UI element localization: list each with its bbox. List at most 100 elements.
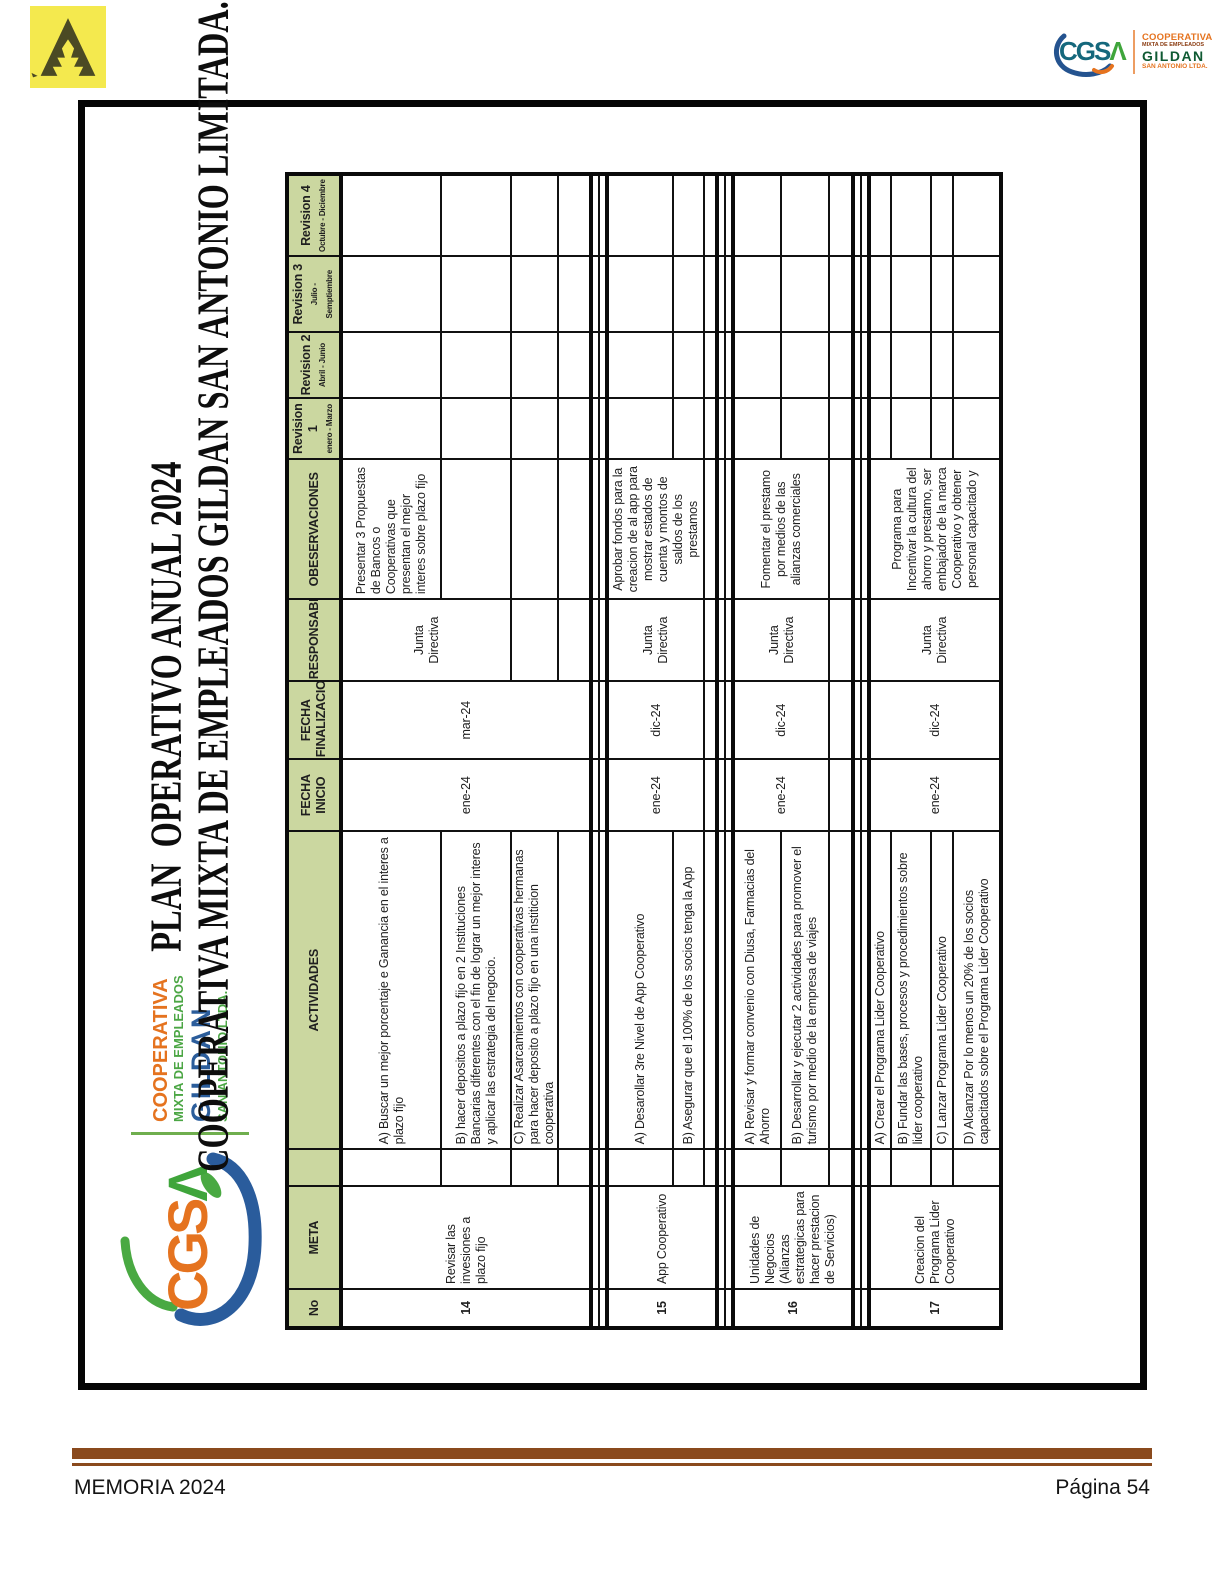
meta-cell: Revisar las invesiones a plazo fijo <box>341 1186 591 1289</box>
revision-cell <box>558 256 591 333</box>
responsable-cell <box>829 599 853 682</box>
activity-cell: A) Crear el Programa Lider Cooperativo <box>869 831 891 1150</box>
logo-line-mixta: MIXTA DE EMPLEADOS <box>1142 42 1205 49</box>
revision-cell <box>441 397 511 460</box>
spacer-row <box>725 174 733 1328</box>
header-actividades: ACTIVIDADES <box>287 831 341 1150</box>
spacer-row <box>861 174 869 1328</box>
row-no: 17 <box>869 1289 1001 1328</box>
activity-cell: C) Realizar Asarcamientos con cooperativ… <box>511 831 558 1150</box>
fecha-fin-cell: dic-24 <box>607 681 704 760</box>
activity-cell: B) hacer depositos a plazo fijo en 2 Ins… <box>441 831 511 1150</box>
activity-cell: D) Alcanzar Por lo menos un 20% de los s… <box>953 831 1001 1150</box>
observacion-cell: Aprobar fondos para la creacion de al ap… <box>607 459 704 600</box>
activity-cell: A) Buscar un mejor porcentaje e Ganancia… <box>341 831 441 1150</box>
cgsa-header-logo: CGSΛ COOPERATIVA MIXTA DE EMPLEADOS GILD… <box>1050 24 1212 80</box>
header-meta: META <box>287 1186 341 1289</box>
revision-cell <box>511 256 558 333</box>
header-row: No META ACTIVIDADES FECHA INICIO FECHA FIN… <box>287 174 341 1328</box>
logo-line-san-antonio: SAN ANTONIO LTDA. <box>1142 62 1208 70</box>
revision-cell <box>607 397 674 460</box>
document-frame <box>78 100 1147 1390</box>
activity-cell: B) Asegurar que el 100% de los socios te… <box>673 831 704 1150</box>
revision-cell <box>511 332 558 398</box>
table-row: 17 Creacion del Programa Lider Cooperati… <box>869 174 1001 1328</box>
cgsa-sheet-logo: CGSΛ COOPERATIVA MIXTA DE EMPLEADOS GILD… <box>111 975 269 1337</box>
activity-cell: B) Desarrollar y ejecutar 2 actividades … <box>781 831 829 1150</box>
row-no: 16 <box>733 1289 853 1328</box>
revision-cell <box>781 332 829 398</box>
rotated-sheet: CGSΛ COOPERATIVA MIXTA DE EMPLEADOS GILD… <box>85 1 1015 1347</box>
header-empty <box>287 1149 341 1187</box>
empty-cell <box>341 1149 441 1187</box>
activity-cell <box>704 831 717 1150</box>
header-fecha-finalizacion: FECHA FINALIZACION <box>287 681 341 760</box>
revision-cell <box>607 256 674 333</box>
empty-cell <box>869 1149 891 1187</box>
activity-cell: B) Fundar las bases, procesos y procedim… <box>891 831 931 1150</box>
fecha-fin-cell <box>829 681 853 760</box>
observacion-cell <box>829 459 853 600</box>
revision-cell <box>341 174 441 257</box>
cgsa-mark-icon: CGSΛ <box>1050 24 1127 80</box>
revision-cell <box>607 174 674 257</box>
spacer-row <box>853 174 861 1328</box>
empty-cell <box>953 1149 1001 1187</box>
responsable-cell: Junta Directiva <box>341 599 511 682</box>
responsable-cell <box>558 599 591 682</box>
header-revision-2: Revision 2 Abril - Junio <box>287 332 341 398</box>
empty-cell <box>781 1149 829 1187</box>
responsable-cell <box>704 599 717 682</box>
spacer-row <box>717 174 725 1328</box>
revision-cell <box>931 397 953 460</box>
revision-cell <box>511 174 558 257</box>
spacer-row <box>591 174 599 1328</box>
empty-cell <box>733 1149 781 1187</box>
revision-cell <box>869 332 891 398</box>
revision-cell <box>441 256 511 333</box>
revision-cell <box>558 397 591 460</box>
revision-cell <box>558 174 591 257</box>
spacer-cell <box>591 1289 599 1328</box>
table-row <box>704 174 717 1328</box>
revision-cell <box>829 174 853 257</box>
activity-cell <box>558 831 591 1150</box>
revision-cell <box>673 174 704 257</box>
footer-memoria: MEMORIA 2024 <box>74 1476 226 1499</box>
revision-cell <box>733 174 781 257</box>
revision-cell <box>953 256 1001 333</box>
revision-cell <box>953 397 1001 460</box>
revision-cell <box>511 397 558 460</box>
header-no: No <box>287 1289 341 1328</box>
observacion-cell: Presentar 3 Propuestas de Bancos o Coope… <box>341 459 441 600</box>
fecha-inicio-cell: ene-24 <box>341 759 591 832</box>
revision-cell <box>341 256 441 333</box>
fecha-fin-cell: dic-24 <box>733 681 829 760</box>
responsable-cell: Junta Directiva <box>733 599 829 682</box>
revision-cell <box>704 174 717 257</box>
revision-cell <box>341 397 441 460</box>
cgsa-a-glyph: Λ <box>1109 36 1126 66</box>
revision-cell <box>869 174 891 257</box>
revision-cell <box>781 397 829 460</box>
empty-cell <box>891 1149 931 1187</box>
header-revision-1: Revision 1 enero - Marzo <box>287 397 341 460</box>
revision-cell <box>441 174 511 257</box>
meta-cell: Creacion del Programa Lider Cooperativo <box>869 1186 1001 1289</box>
spacer-row <box>599 174 607 1328</box>
gildan-triangle-icon <box>31 18 96 78</box>
header-revision-3: Revision 3 Julio - Semptiembre <box>287 256 341 333</box>
revision-cell <box>931 174 953 257</box>
revision-cell <box>891 332 931 398</box>
revision-cell <box>733 397 781 460</box>
fecha-fin-cell <box>704 681 717 760</box>
revision-cell <box>829 332 853 398</box>
header-revision-4: Revision 4 Octubre - Diciembre <box>287 174 341 257</box>
meta-cell: App Cooperativo <box>607 1186 717 1289</box>
revision-cell <box>891 397 931 460</box>
revision-cell <box>673 397 704 460</box>
revision-cell <box>829 256 853 333</box>
empty-cell <box>829 1149 853 1187</box>
observacion-cell: Programa para Incentivar la cultura del … <box>869 459 1001 600</box>
cgsa-sheet-mark-icon: CGSΛ <box>111 1137 269 1337</box>
